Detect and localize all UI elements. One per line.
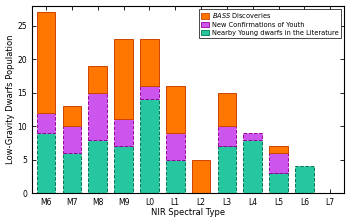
- Bar: [89, 93, 107, 140]
- Bar: [140, 39, 159, 86]
- Bar: [63, 106, 81, 126]
- Bar: [218, 146, 236, 193]
- Bar: [166, 160, 184, 193]
- Bar: [63, 126, 81, 153]
- X-axis label: NIR Spectral Type: NIR Spectral Type: [151, 209, 225, 217]
- Bar: [269, 153, 288, 173]
- Bar: [114, 39, 133, 120]
- Bar: [166, 86, 184, 133]
- Bar: [140, 99, 159, 193]
- Bar: [243, 140, 262, 193]
- Bar: [166, 133, 184, 160]
- Bar: [269, 173, 288, 193]
- Bar: [140, 86, 159, 99]
- Bar: [192, 160, 210, 193]
- Bar: [218, 93, 236, 126]
- Bar: [37, 12, 55, 113]
- Bar: [218, 126, 236, 146]
- Bar: [243, 133, 262, 140]
- Bar: [114, 146, 133, 193]
- Legend: $\it{BASS}$ Discoveries, New Confirmations of Youth, Nearby Young dwarfs in the : $\it{BASS}$ Discoveries, New Confirmatio…: [199, 9, 341, 38]
- Bar: [37, 113, 55, 133]
- Bar: [89, 66, 107, 93]
- Bar: [89, 140, 107, 193]
- Y-axis label: Low-Gravity Dwarfs Population: Low-Gravity Dwarfs Population: [6, 35, 15, 164]
- Bar: [295, 166, 314, 193]
- Bar: [269, 146, 288, 153]
- Bar: [37, 133, 55, 193]
- Bar: [114, 120, 133, 146]
- Bar: [63, 153, 81, 193]
